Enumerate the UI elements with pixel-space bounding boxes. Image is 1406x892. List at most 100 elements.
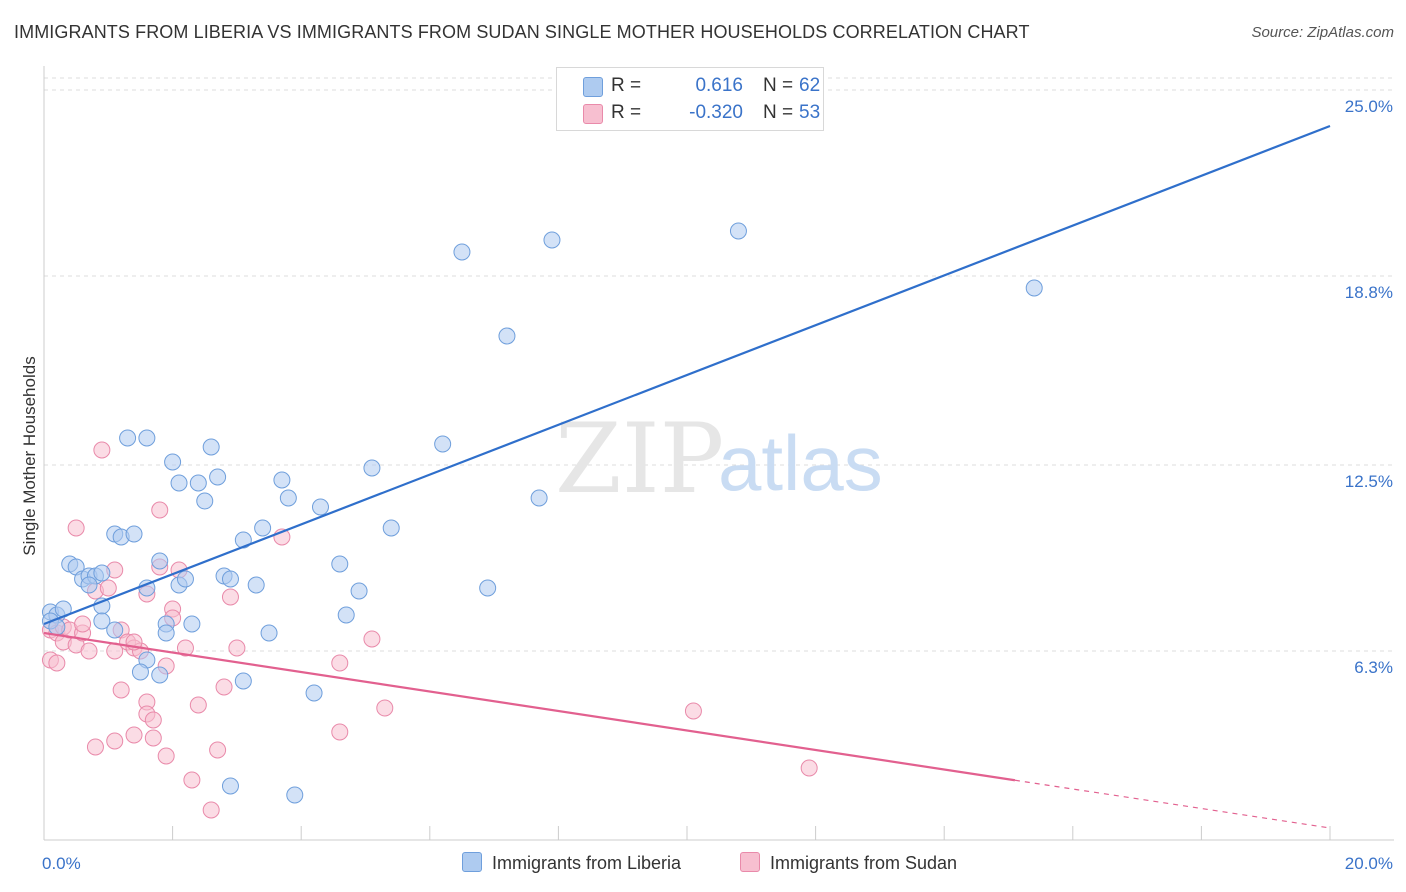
sudan-point (228, 639, 246, 657)
sudan-point (67, 519, 85, 537)
liberia-point (498, 327, 516, 345)
sudan-r-label: R = (611, 102, 642, 123)
liberia-point (125, 525, 143, 543)
liberia-point (286, 786, 304, 804)
liberia-point (119, 429, 137, 447)
sudan-point (202, 801, 220, 819)
liberia-point (138, 429, 156, 447)
liberia-point (530, 489, 548, 507)
liberia-point (131, 663, 149, 681)
liberia-point (350, 582, 368, 600)
sudan-point (112, 681, 130, 699)
sudan-point (176, 639, 194, 657)
sudan-point (106, 732, 124, 750)
sudan-point (125, 726, 143, 744)
sudan-point (376, 699, 394, 717)
y-axis-label: Single Mother Households (20, 356, 39, 556)
source-credit: Source: ZipAtlas.com (1251, 24, 1394, 41)
liberia-point (157, 624, 175, 642)
sudan-point (221, 588, 239, 606)
sudan-point (215, 678, 233, 696)
bottom-legend-sudan: Immigrants from Sudan (740, 852, 957, 874)
sudan-trend-extension (1014, 779, 1331, 829)
liberia-point (260, 624, 278, 642)
liberia-point (176, 570, 194, 588)
liberia-point (254, 519, 272, 537)
watermark-zip: ZIP (555, 403, 724, 515)
y-tick-label: 12.5% (1345, 472, 1393, 491)
liberia-point (363, 459, 381, 477)
liberia-trend-line (43, 124, 1331, 626)
tick-labels: 6.3% 12.5% 18.8% 25.0% 0.0% 20.0% (42, 97, 1393, 873)
liberia-n-value: 62 (799, 75, 821, 96)
liberia-point (106, 621, 124, 639)
liberia-point (434, 435, 452, 453)
bottom-legend-liberia: Immigrants from Liberia (462, 852, 681, 874)
liberia-r-label: R = (611, 75, 642, 96)
sudan-n-value: 53 (799, 102, 821, 123)
sudan-point (363, 630, 381, 648)
liberia-r-value: 0.616 (695, 75, 743, 96)
liberia-point (196, 492, 214, 510)
x-tick-label: 0.0% (42, 854, 81, 873)
sudan-r-value: -0.320 (689, 102, 743, 123)
axes (43, 66, 1394, 841)
liberia-point (453, 243, 471, 261)
sudan-points (41, 441, 818, 819)
liberia-point (189, 474, 207, 492)
liberia-point (279, 489, 297, 507)
watermark: ZIP atlas (555, 403, 883, 515)
liberia-point (221, 777, 239, 795)
trend-lines (43, 124, 1331, 829)
liberia-point (479, 579, 497, 597)
bottom-liberia-label: Immigrants from Liberia (492, 853, 682, 873)
liberia-n-label: N = (763, 75, 794, 96)
correlation-legend: R = 0.616 N = 62 R = -0.320 N = 53 (556, 67, 824, 131)
sudan-point (48, 654, 66, 672)
liberia-point (164, 453, 182, 471)
liberia-point (151, 666, 169, 684)
sudan-point (86, 738, 104, 756)
sudan-point (331, 654, 349, 672)
sudan-point (800, 759, 818, 777)
liberia-point (93, 612, 111, 630)
sudan-point (151, 501, 169, 519)
sudan-point (80, 642, 98, 660)
sudan-trend-line (43, 631, 1016, 782)
sudan-point (209, 741, 227, 759)
watermark-atlas: atlas (718, 419, 883, 507)
sudan-point (157, 747, 175, 765)
sudan-swatch (583, 104, 603, 124)
liberia-swatch (583, 77, 603, 97)
sudan-point (144, 729, 162, 747)
y-tick-label: 6.3% (1354, 658, 1393, 677)
x-tick-label: 20.0% (1345, 854, 1393, 873)
bottom-sudan-label: Immigrants from Sudan (770, 853, 958, 873)
liberia-point (234, 531, 252, 549)
liberia-point (331, 555, 349, 573)
liberia-point (311, 498, 329, 516)
y-tick-label: 25.0% (1345, 97, 1393, 116)
liberia-point (170, 474, 188, 492)
bottom-liberia-swatch (462, 852, 482, 872)
sudan-point (684, 702, 702, 720)
liberia-point (337, 606, 355, 624)
liberia-point (209, 468, 227, 486)
liberia-point (729, 222, 747, 240)
sudan-n-label: N = (763, 102, 794, 123)
liberia-point (80, 576, 98, 594)
y-tick-label: 18.8% (1345, 283, 1393, 302)
liberia-point (305, 684, 323, 702)
bottom-sudan-swatch (740, 852, 760, 872)
sudan-point (144, 711, 162, 729)
liberia-point (151, 552, 169, 570)
liberia-point (273, 471, 291, 489)
grid-lines (44, 77, 1394, 652)
liberia-point (93, 564, 111, 582)
sudan-point (189, 696, 207, 714)
chart-title: IMMIGRANTS FROM LIBERIA VS IMMIGRANTS FR… (14, 22, 1030, 42)
sudan-point (331, 723, 349, 741)
liberia-point (382, 519, 400, 537)
liberia-point (183, 615, 201, 633)
